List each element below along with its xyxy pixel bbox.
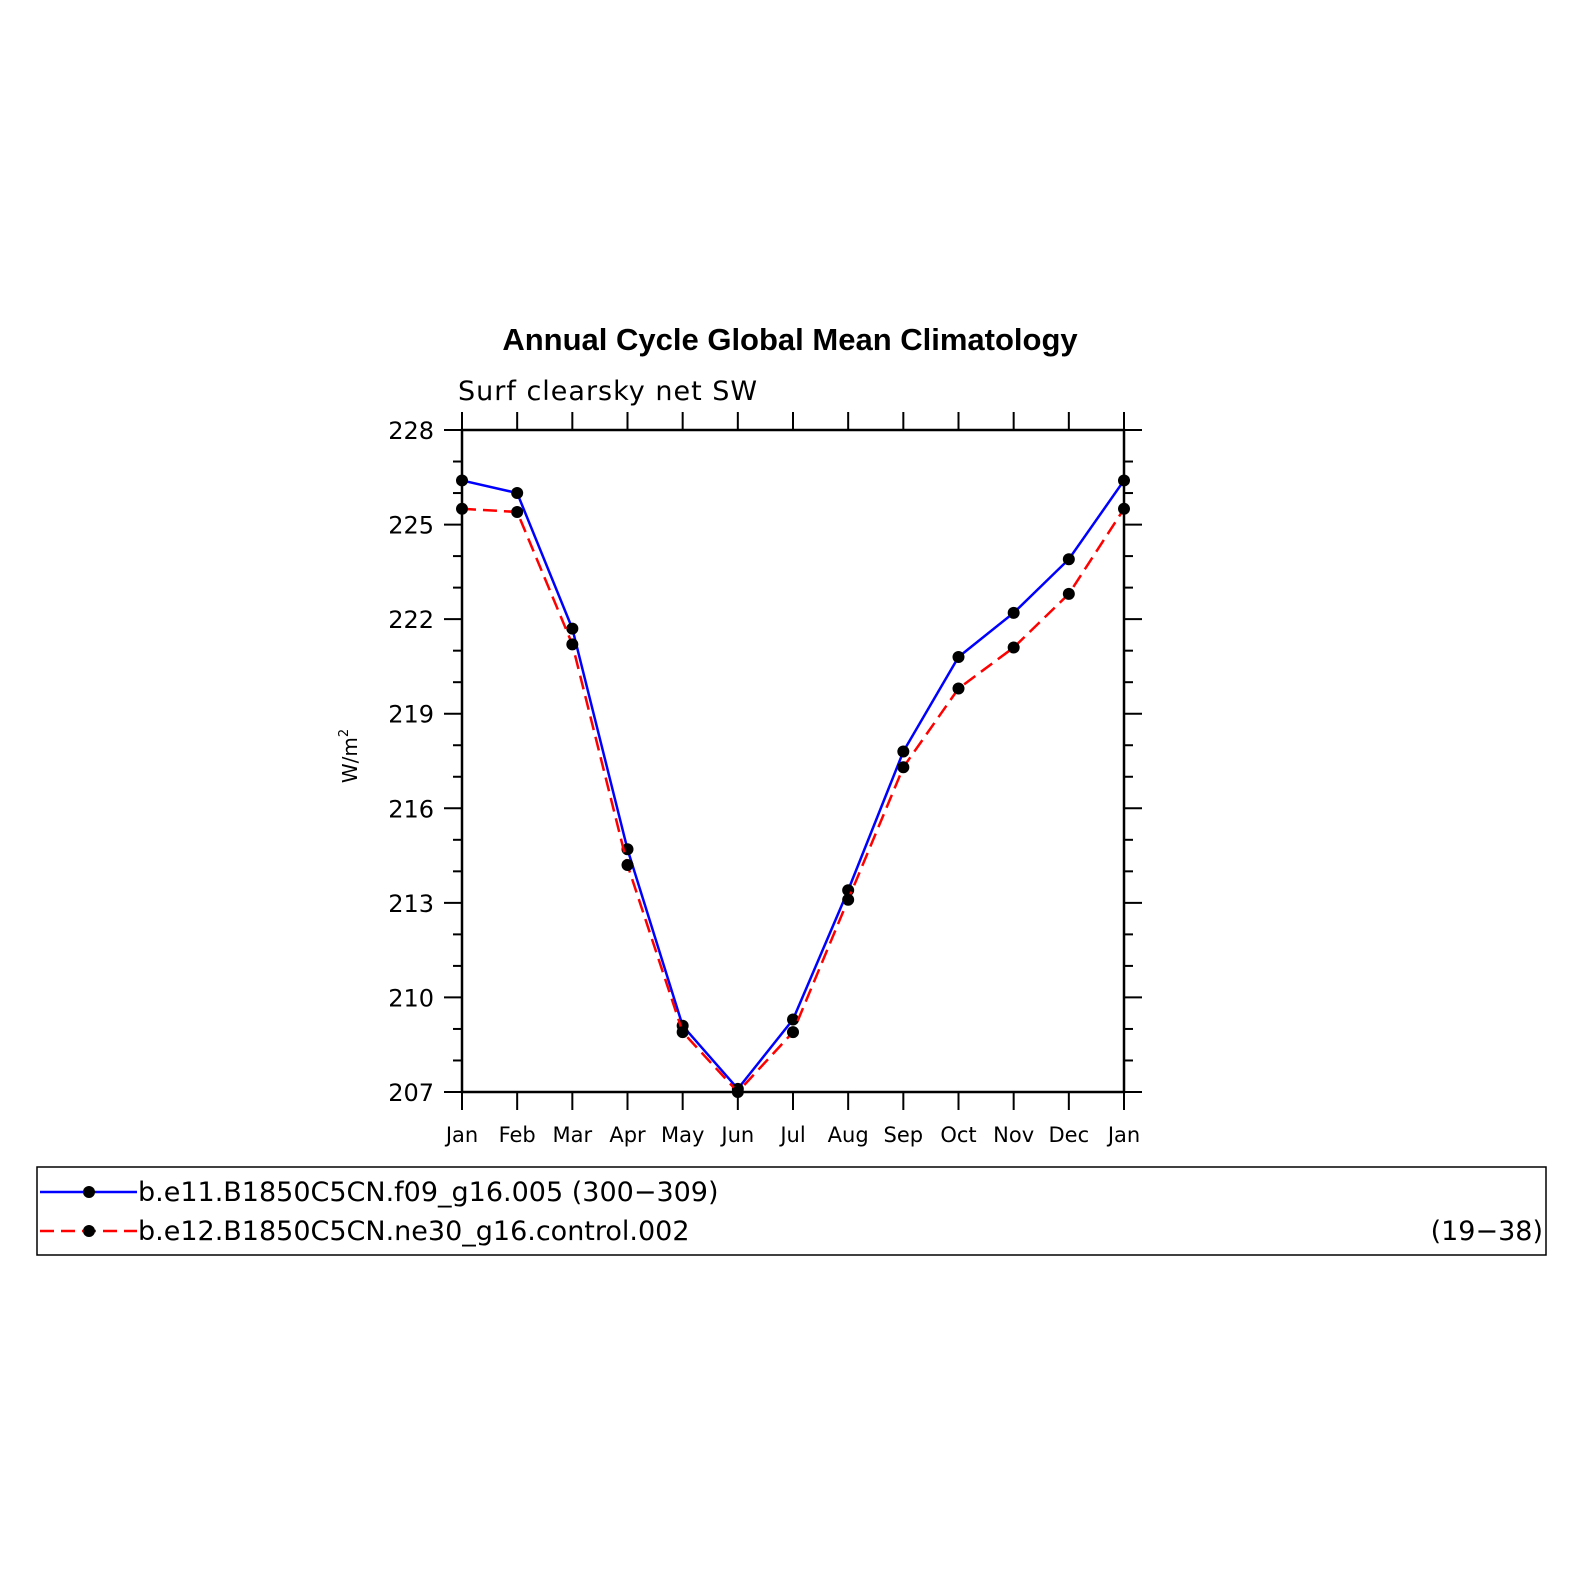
- series-2-point: [952, 682, 965, 695]
- x-tick-label: Sep: [884, 1123, 924, 1147]
- series-1-point: [897, 745, 910, 758]
- series-2-point: [511, 505, 524, 518]
- series-2-point: [842, 893, 855, 906]
- x-tick-label: Mar: [553, 1123, 593, 1147]
- legend-entry-2: b.e12.B1850C5CN.ne30_g16.control.002 (19…: [40, 1216, 1543, 1247]
- series-1-point: [511, 487, 524, 500]
- legend-label-1: b.e11.B1850C5CN.f09_g16.005: [138, 1177, 563, 1208]
- y-tick-label: 210: [388, 984, 434, 1012]
- x-tick-label: Dec: [1049, 1123, 1090, 1147]
- legend-entry-1: b.e11.B1850C5CN.f09_g16.005 (300−309): [40, 1177, 719, 1208]
- x-tick-labels: Jan Feb Mar Apr May Jun Jul Aug Sep Oct Nov Dec Jan: [444, 1123, 1140, 1147]
- series-2-point: [1062, 587, 1075, 600]
- x-tick-label: Oct: [940, 1123, 976, 1147]
- svg-text:W/m2: W/m2: [337, 729, 362, 783]
- series-line-1: [461, 479, 1126, 1091]
- x-tick-label: Jan: [444, 1123, 478, 1147]
- y-tick-label: 213: [388, 890, 434, 918]
- legend-marker-1: [83, 1186, 95, 1198]
- series-2-point: [1007, 641, 1020, 654]
- series-2-point: [897, 761, 910, 774]
- chart-subtitle: Surf clearsky net SW: [458, 376, 758, 407]
- series-1-point: [787, 1013, 799, 1026]
- series-1-point: [952, 650, 965, 663]
- y-tick-label: 207: [388, 1079, 434, 1107]
- y-tick-label: 219: [388, 701, 434, 729]
- series-1-point: [566, 622, 579, 635]
- series-2: [456, 502, 1130, 1098]
- series-layer: [456, 474, 1130, 1098]
- legend-years-1: (300−309): [572, 1177, 719, 1208]
- series-line-2: [461, 507, 1126, 1094]
- y-tick-labels: 207 210 213 216 219 222 225 228: [388, 417, 434, 1107]
- legend-years-2: (19−38): [1431, 1216, 1543, 1247]
- x-tick-label: Apr: [609, 1123, 646, 1147]
- y-axis-label-sup: 2: [337, 729, 352, 737]
- x-tick-label: Jul: [778, 1123, 805, 1147]
- legend-label-2: b.e12.B1850C5CN.ne30_g16.control.002: [138, 1216, 690, 1247]
- x-tick-label: Jan: [1106, 1123, 1140, 1147]
- series-2-point: [621, 859, 634, 872]
- y-tick-label: 228: [388, 417, 434, 445]
- y-tick-label: 216: [388, 795, 434, 823]
- x-tick-label: Nov: [993, 1123, 1034, 1147]
- x-tick-label: Aug: [828, 1123, 869, 1147]
- y-axis-label-base: W/m: [338, 737, 362, 783]
- series-1-point: [1062, 553, 1075, 566]
- x-tick-label: May: [661, 1123, 704, 1147]
- y-axis-label: W/m2: [337, 729, 362, 783]
- x-tick-label: Jun: [719, 1123, 754, 1147]
- axis-ticks: [444, 412, 1142, 1110]
- svg-text:b.e11.B1850C5CN.f09_g16.005: b.e11.B1850C5CN.f09_g16.005 (300−309): [138, 1177, 719, 1208]
- series-2-point: [566, 638, 579, 651]
- y-tick-label: 225: [388, 512, 434, 540]
- y-tick-label: 222: [388, 606, 434, 634]
- legend: b.e11.B1850C5CN.f09_g16.005 (300−309) b.…: [36, 1166, 1547, 1256]
- series-2-point: [676, 1026, 689, 1039]
- chart-title: Annual Cycle Global Mean Climatology: [502, 322, 1078, 357]
- x-tick-label: Feb: [499, 1123, 536, 1147]
- series-1-point: [1007, 606, 1020, 619]
- series-1-point: [621, 843, 634, 856]
- legend-box: [36, 1166, 1547, 1256]
- series-1: [456, 474, 1130, 1095]
- legend-marker-2: [83, 1225, 95, 1237]
- series-2-point: [787, 1026, 799, 1039]
- plot-frame: [460, 428, 1126, 1094]
